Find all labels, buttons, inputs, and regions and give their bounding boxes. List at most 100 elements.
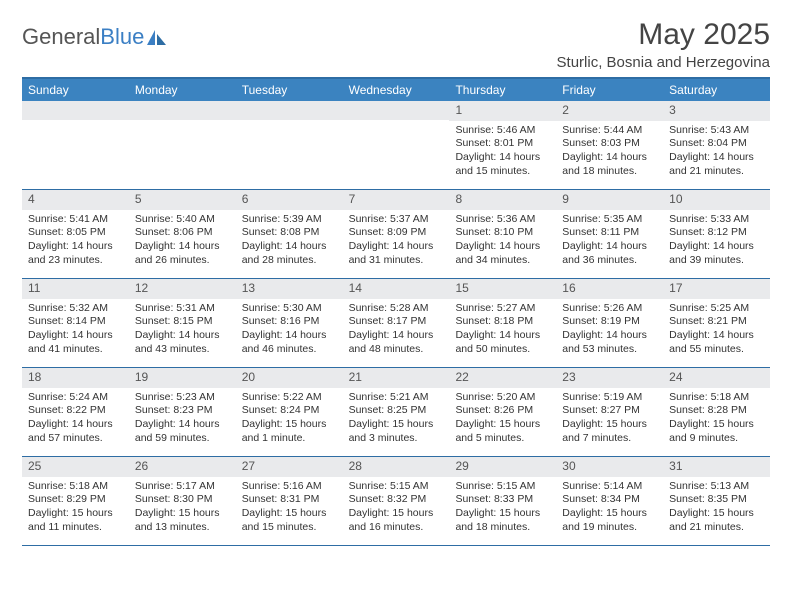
day-info-line: Sunrise: 5:37 AM <box>349 213 444 227</box>
day-body: Sunrise: 5:32 AMSunset: 8:14 PMDaylight:… <box>22 299 129 363</box>
day-info-line: Daylight: 14 hours and 55 minutes. <box>669 329 764 356</box>
day-body: Sunrise: 5:17 AMSunset: 8:30 PMDaylight:… <box>129 477 236 541</box>
day-info-line: Daylight: 15 hours and 15 minutes. <box>242 507 337 534</box>
day-info-line: Sunrise: 5:18 AM <box>28 480 123 494</box>
day-cell: 24Sunrise: 5:18 AMSunset: 8:28 PMDayligh… <box>663 368 770 456</box>
day-cell: 8Sunrise: 5:36 AMSunset: 8:10 PMDaylight… <box>449 190 556 278</box>
day-info-line: Daylight: 14 hours and 23 minutes. <box>28 240 123 267</box>
week-row: 1Sunrise: 5:46 AMSunset: 8:01 PMDaylight… <box>22 101 770 190</box>
day-info-line: Daylight: 14 hours and 21 minutes. <box>669 151 764 178</box>
day-cell: 13Sunrise: 5:30 AMSunset: 8:16 PMDayligh… <box>236 279 343 367</box>
day-body: Sunrise: 5:18 AMSunset: 8:29 PMDaylight:… <box>22 477 129 541</box>
day-info-line: Daylight: 15 hours and 3 minutes. <box>349 418 444 445</box>
day-cell: 6Sunrise: 5:39 AMSunset: 8:08 PMDaylight… <box>236 190 343 278</box>
day-body: Sunrise: 5:35 AMSunset: 8:11 PMDaylight:… <box>556 210 663 274</box>
day-info-line: Sunset: 8:11 PM <box>562 226 657 240</box>
day-info-line: Sunrise: 5:46 AM <box>455 124 550 138</box>
logo-sail-icon <box>146 28 168 46</box>
day-number: 17 <box>663 279 770 299</box>
day-number: 2 <box>556 101 663 121</box>
day-cell: 3Sunrise: 5:43 AMSunset: 8:04 PMDaylight… <box>663 101 770 189</box>
day-cell: 31Sunrise: 5:13 AMSunset: 8:35 PMDayligh… <box>663 457 770 545</box>
day-body: Sunrise: 5:46 AMSunset: 8:01 PMDaylight:… <box>449 121 556 185</box>
day-body: Sunrise: 5:31 AMSunset: 8:15 PMDaylight:… <box>129 299 236 363</box>
day-info-line: Sunset: 8:10 PM <box>455 226 550 240</box>
day-info-line: Sunrise: 5:20 AM <box>455 391 550 405</box>
day-info-line: Daylight: 15 hours and 11 minutes. <box>28 507 123 534</box>
weekday-header: Sunday <box>22 79 129 101</box>
day-body <box>129 120 236 129</box>
day-info-line: Sunrise: 5:41 AM <box>28 213 123 227</box>
day-number: 9 <box>556 190 663 210</box>
day-info-line: Daylight: 14 hours and 48 minutes. <box>349 329 444 356</box>
day-cell: 12Sunrise: 5:31 AMSunset: 8:15 PMDayligh… <box>129 279 236 367</box>
day-info-line: Sunrise: 5:27 AM <box>455 302 550 316</box>
day-info-line: Sunset: 8:27 PM <box>562 404 657 418</box>
day-body: Sunrise: 5:21 AMSunset: 8:25 PMDaylight:… <box>343 388 450 452</box>
day-body: Sunrise: 5:16 AMSunset: 8:31 PMDaylight:… <box>236 477 343 541</box>
day-info-line: Sunrise: 5:32 AM <box>28 302 123 316</box>
day-info-line: Sunrise: 5:19 AM <box>562 391 657 405</box>
day-info-line: Sunset: 8:30 PM <box>135 493 230 507</box>
day-body <box>343 120 450 129</box>
day-info-line: Daylight: 15 hours and 19 minutes. <box>562 507 657 534</box>
day-cell: 21Sunrise: 5:21 AMSunset: 8:25 PMDayligh… <box>343 368 450 456</box>
day-body: Sunrise: 5:23 AMSunset: 8:23 PMDaylight:… <box>129 388 236 452</box>
day-info-line: Sunrise: 5:31 AM <box>135 302 230 316</box>
day-info-line: Sunset: 8:06 PM <box>135 226 230 240</box>
day-info-line: Daylight: 15 hours and 18 minutes. <box>455 507 550 534</box>
day-info-line: Daylight: 14 hours and 46 minutes. <box>242 329 337 356</box>
day-cell <box>343 101 450 189</box>
day-body: Sunrise: 5:22 AMSunset: 8:24 PMDaylight:… <box>236 388 343 452</box>
weekday-header: Thursday <box>449 79 556 101</box>
day-cell <box>22 101 129 189</box>
day-number: 15 <box>449 279 556 299</box>
day-info-line: Sunset: 8:24 PM <box>242 404 337 418</box>
week-row: 18Sunrise: 5:24 AMSunset: 8:22 PMDayligh… <box>22 368 770 457</box>
day-info-line: Daylight: 14 hours and 53 minutes. <box>562 329 657 356</box>
day-info-line: Sunset: 8:25 PM <box>349 404 444 418</box>
day-info-line: Sunset: 8:19 PM <box>562 315 657 329</box>
day-info-line: Daylight: 14 hours and 28 minutes. <box>242 240 337 267</box>
day-number: 25 <box>22 457 129 477</box>
day-cell: 1Sunrise: 5:46 AMSunset: 8:01 PMDaylight… <box>449 101 556 189</box>
day-number: 20 <box>236 368 343 388</box>
logo-text-blue: Blue <box>100 24 144 50</box>
day-info-line: Sunset: 8:12 PM <box>669 226 764 240</box>
day-number: 8 <box>449 190 556 210</box>
day-info-line: Sunrise: 5:16 AM <box>242 480 337 494</box>
day-info-line: Sunset: 8:31 PM <box>242 493 337 507</box>
day-cell: 5Sunrise: 5:40 AMSunset: 8:06 PMDaylight… <box>129 190 236 278</box>
page-header: GeneralBlue May 2025 Sturlic, Bosnia and… <box>22 18 770 71</box>
day-info-line: Daylight: 15 hours and 5 minutes. <box>455 418 550 445</box>
day-cell: 15Sunrise: 5:27 AMSunset: 8:18 PMDayligh… <box>449 279 556 367</box>
day-number: 12 <box>129 279 236 299</box>
day-info-line: Daylight: 14 hours and 59 minutes. <box>135 418 230 445</box>
day-cell: 4Sunrise: 5:41 AMSunset: 8:05 PMDaylight… <box>22 190 129 278</box>
day-number: 11 <box>22 279 129 299</box>
logo: GeneralBlue <box>22 24 168 50</box>
day-info-line: Daylight: 14 hours and 31 minutes. <box>349 240 444 267</box>
day-info-line: Sunrise: 5:13 AM <box>669 480 764 494</box>
day-body: Sunrise: 5:13 AMSunset: 8:35 PMDaylight:… <box>663 477 770 541</box>
day-number: 22 <box>449 368 556 388</box>
day-info-line: Daylight: 14 hours and 50 minutes. <box>455 329 550 356</box>
day-info-line: Daylight: 14 hours and 34 minutes. <box>455 240 550 267</box>
day-info-line: Sunrise: 5:18 AM <box>669 391 764 405</box>
day-info-line: Sunrise: 5:22 AM <box>242 391 337 405</box>
day-number: 27 <box>236 457 343 477</box>
day-info-line: Sunset: 8:21 PM <box>669 315 764 329</box>
day-cell: 20Sunrise: 5:22 AMSunset: 8:24 PMDayligh… <box>236 368 343 456</box>
weekday-header: Tuesday <box>236 79 343 101</box>
day-number: 31 <box>663 457 770 477</box>
day-info-line: Sunrise: 5:39 AM <box>242 213 337 227</box>
day-body: Sunrise: 5:14 AMSunset: 8:34 PMDaylight:… <box>556 477 663 541</box>
day-body <box>22 120 129 129</box>
day-info-line: Sunset: 8:29 PM <box>28 493 123 507</box>
day-info-line: Sunset: 8:16 PM <box>242 315 337 329</box>
day-info-line: Daylight: 14 hours and 41 minutes. <box>28 329 123 356</box>
day-body: Sunrise: 5:33 AMSunset: 8:12 PMDaylight:… <box>663 210 770 274</box>
month-title: May 2025 <box>557 18 770 52</box>
day-number-empty <box>236 101 343 120</box>
day-info-line: Sunrise: 5:23 AM <box>135 391 230 405</box>
